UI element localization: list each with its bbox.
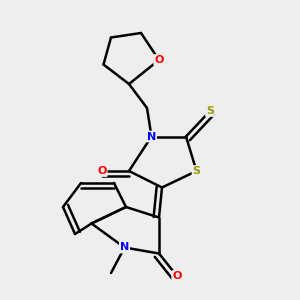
Text: N: N — [147, 131, 156, 142]
Text: O: O — [172, 271, 182, 281]
Text: S: S — [206, 106, 214, 116]
Text: O: O — [154, 55, 164, 65]
Text: O: O — [97, 166, 107, 176]
Text: S: S — [193, 166, 200, 176]
Text: N: N — [120, 242, 129, 253]
